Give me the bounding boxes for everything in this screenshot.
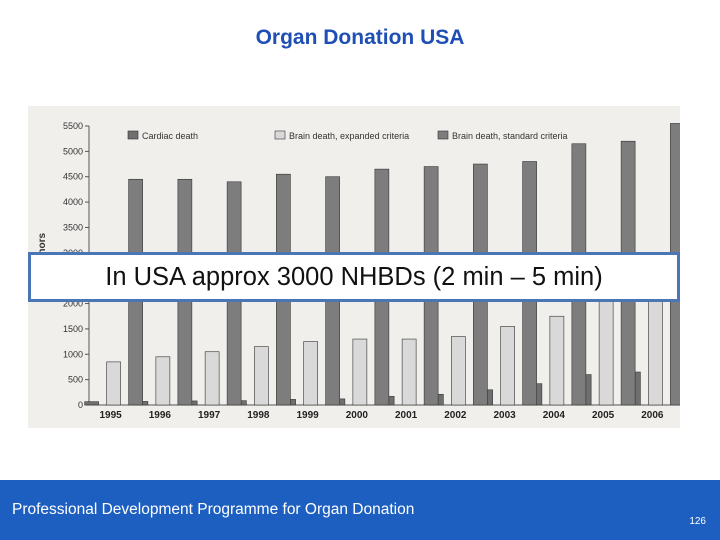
- bar-expanded: [598, 300, 614, 406]
- bar-expanded: [106, 361, 121, 406]
- bar-expanded: [254, 346, 269, 406]
- x-tick-label: 1995: [100, 410, 123, 421]
- y-tick-label: 3500: [63, 222, 83, 232]
- y-tick-label: 5000: [63, 146, 83, 156]
- legend-label: Brain death, expanded criteria: [289, 131, 409, 141]
- x-tick-label: 2005: [592, 410, 615, 421]
- y-tick-label: 4500: [63, 172, 83, 182]
- x-tick-label: 2000: [346, 410, 369, 421]
- page-number: 126: [689, 516, 706, 527]
- legend-swatch: [274, 130, 286, 140]
- y-tick-label: 1500: [63, 324, 83, 334]
- bar-expanded: [500, 326, 515, 406]
- legend-label: Brain death, standard criteria: [452, 131, 568, 141]
- callout-box: In USA approx 3000 NHBDs (2 min – 5 min): [28, 252, 680, 302]
- x-tick-label: 2003: [494, 410, 517, 421]
- bar-expanded: [401, 338, 417, 406]
- footer-bar: Professional Development Programme for O…: [0, 480, 720, 540]
- x-tick-label: 2001: [395, 410, 418, 421]
- bar-expanded: [451, 336, 466, 406]
- x-tick-label: 1996: [149, 410, 172, 421]
- y-tick-label: 0: [78, 400, 83, 410]
- x-tick-label: 1999: [297, 410, 320, 421]
- y-tick-label: 2000: [63, 299, 83, 309]
- legend-label: Cardiac death: [142, 131, 198, 141]
- footer-text: Professional Development Programme for O…: [12, 501, 415, 518]
- bar-expanded: [352, 338, 368, 406]
- bar-expanded: [155, 356, 171, 406]
- y-tick-label: 5500: [63, 121, 83, 131]
- y-tick-label: 1000: [63, 349, 83, 359]
- bar-expanded: [648, 295, 663, 406]
- x-tick-label: 2006: [641, 410, 664, 421]
- bar-expanded: [549, 315, 565, 406]
- bar-expanded: [303, 341, 318, 406]
- slide-title: Organ Donation USA: [255, 26, 465, 49]
- bar-cardiac: [84, 401, 99, 406]
- legend: Cardiac death Brain death, expanded crite…: [127, 130, 568, 141]
- x-tick-label: 2004: [543, 410, 566, 421]
- bar-expanded: [204, 351, 220, 406]
- x-tick-label: 1997: [198, 410, 221, 421]
- y-tick-label: 4000: [63, 197, 83, 207]
- x-ticks: 1995 1996 1997 1998 1999 2000 2001 2002 2003 2004…: [100, 410, 664, 421]
- x-tick-label: 2002: [444, 410, 467, 421]
- legend-swatch: [127, 130, 139, 140]
- y-tick-label: 500: [68, 375, 83, 385]
- legend-swatch: [437, 130, 449, 140]
- x-tick-label: 1998: [247, 410, 270, 421]
